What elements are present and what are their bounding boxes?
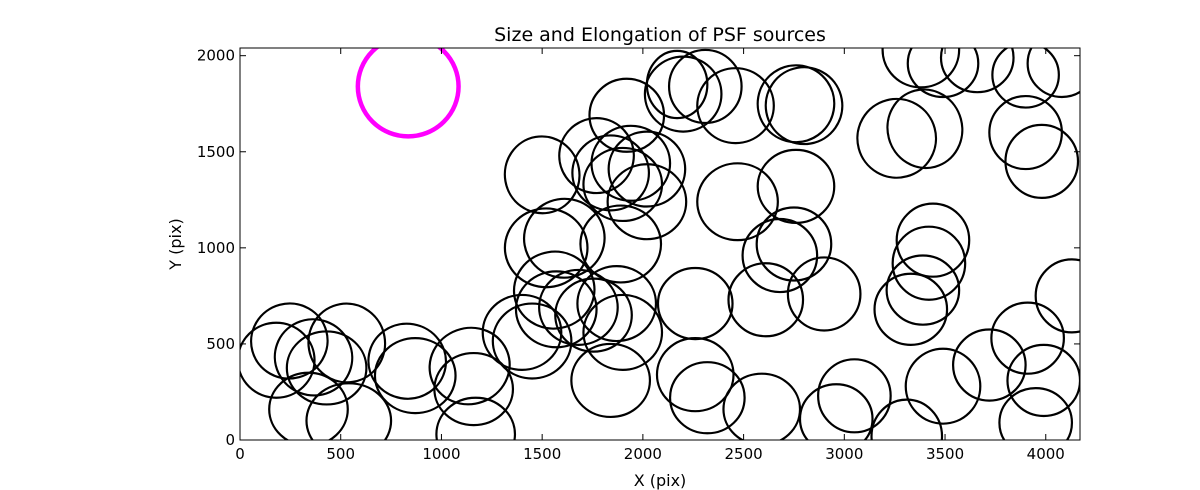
source-ellipse-16 <box>512 250 596 330</box>
source-ellipse-31 <box>607 130 687 208</box>
source-ellipse-9 <box>373 337 457 415</box>
source-ellipse-51 <box>870 398 944 440</box>
source-ellipse-49 <box>798 383 874 440</box>
source-ellipse-4 <box>307 302 387 384</box>
source-ellipse-60 <box>881 48 961 89</box>
plot-frame <box>239 47 1081 441</box>
source-ellipse-5 <box>285 330 368 406</box>
source-ellipse-29 <box>590 124 672 202</box>
source-ellipse-20 <box>582 293 664 371</box>
chart-title: Size and Elongation of PSF sources <box>494 24 826 46</box>
source-ellipse-7 <box>305 382 393 440</box>
x-tick-label-1000: 1000 <box>422 445 460 463</box>
y-axis-label: Y (pix) <box>166 218 185 270</box>
x-tick-label-1500: 1500 <box>523 445 561 463</box>
y-tick-label-1000: 1000 <box>197 239 235 257</box>
source-ellipse-27 <box>571 134 651 212</box>
source-ellipse-52 <box>856 97 938 179</box>
source-ellipse-37 <box>696 162 779 242</box>
source-ellipse-58 <box>904 347 982 425</box>
source-ellipse-22 <box>503 207 589 289</box>
source-ellipse-62 <box>939 48 1015 94</box>
source-ellipse-66 <box>1026 48 1080 99</box>
source-ellipse-13 <box>481 293 563 371</box>
source-ellipse-42 <box>655 337 735 413</box>
source-ellipse-54 <box>873 272 949 346</box>
axis-ticks: 0 500 1000 1500 2000 2500 3000 3500 4000 0 500 1000… <box>197 47 1080 463</box>
source-ellipse-23 <box>522 197 606 279</box>
x-tick-label-500: 500 <box>326 445 355 463</box>
y-tick-label-2000: 2000 <box>197 47 235 65</box>
source-ellipse-46 <box>741 217 819 294</box>
source-ellipse-65 <box>1004 123 1080 199</box>
y-tick-label-1500: 1500 <box>197 143 235 161</box>
source-ellipse-61 <box>906 48 980 99</box>
source-ellipse-10 <box>428 326 511 406</box>
source-ellipse-30 <box>606 163 688 241</box>
source-ellipse-59 <box>951 328 1027 402</box>
source-ellipse-45 <box>727 262 805 338</box>
x-tick-label-0: 0 <box>235 445 245 463</box>
source-ellipse-67 <box>990 301 1065 375</box>
x-tick-label-2500: 2500 <box>725 445 763 463</box>
x-tick-label-3500: 3500 <box>926 445 964 463</box>
source-ellipse-48 <box>786 256 862 332</box>
source-ellipse-11 <box>433 351 515 427</box>
source-ellipse-8 <box>367 322 448 400</box>
source-ellipse-21 <box>570 342 652 419</box>
source-ellipse-34 <box>667 48 743 125</box>
source-ellipse-56 <box>895 202 971 278</box>
source-ellipse-53 <box>886 88 964 170</box>
source-ellipse-69 <box>998 387 1074 440</box>
source-ellipse-57 <box>891 225 967 301</box>
y-tick-label-500: 500 <box>206 335 235 353</box>
source-ellipse-44 <box>722 372 802 440</box>
source-ellipse-12 <box>435 396 517 440</box>
x-axis-label: X (pix) <box>634 471 687 490</box>
source-ellipse-43 <box>668 361 746 435</box>
source-ellipse-55 <box>885 254 961 326</box>
y-tick-label-0: 0 <box>225 431 235 449</box>
source-ellipse-14 <box>491 302 573 380</box>
source-ellipse-6 <box>268 371 349 440</box>
source-ellipse-3 <box>273 318 354 397</box>
source-ellipse-40 <box>764 66 844 146</box>
source-ellipse-64 <box>988 94 1063 171</box>
source-ellipse-35 <box>645 49 709 120</box>
x-tick-label-2000: 2000 <box>624 445 662 463</box>
source-ellipse-70 <box>1034 258 1080 334</box>
source-ellipse-36 <box>696 67 775 145</box>
source-ellipse-47 <box>755 206 833 282</box>
source-ellipse-26 <box>558 117 635 195</box>
x-tick-label-3000: 3000 <box>825 445 863 463</box>
source-ellipse-17 <box>538 268 619 346</box>
source-ellipse-15 <box>514 270 598 349</box>
source-ellipse-18 <box>554 277 633 353</box>
source-ellipse-24 <box>503 135 581 215</box>
source-ellipse-63 <box>991 48 1060 109</box>
reference-ellipse <box>355 48 461 139</box>
x-tick-label-4000: 4000 <box>1027 445 1065 463</box>
source-ellipse-25 <box>579 204 663 284</box>
source-ellipses <box>240 48 1080 440</box>
source-ellipse-50 <box>817 358 892 434</box>
source-ellipse-1 <box>240 321 316 399</box>
source-ellipse-19 <box>576 265 658 343</box>
